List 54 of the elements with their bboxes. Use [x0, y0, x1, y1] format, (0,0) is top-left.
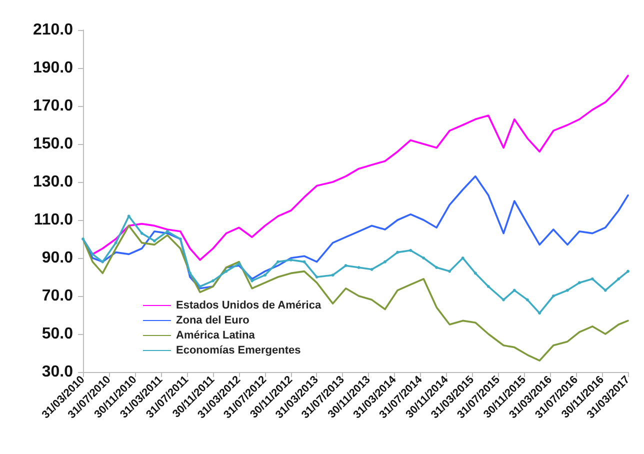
point [604, 288, 607, 292]
point [357, 266, 360, 269]
y-tick-label: 90.0 [42, 250, 74, 266]
y-tick-label: 50.0 [42, 326, 74, 342]
point [526, 298, 529, 302]
point [626, 270, 630, 273]
point [178, 238, 182, 240]
legend-label: Zona del Euro [176, 314, 250, 326]
point [276, 260, 280, 264]
point [422, 256, 426, 260]
point [384, 260, 387, 264]
point [396, 250, 400, 254]
point [552, 294, 555, 298]
point [290, 258, 293, 262]
point [101, 260, 104, 264]
point [331, 274, 334, 277]
legend-label: Economías Emergentes [176, 344, 301, 356]
point [590, 277, 594, 280]
point [370, 268, 374, 271]
point [250, 279, 254, 282]
point [566, 288, 569, 292]
point [264, 274, 267, 277]
point [140, 232, 144, 235]
point [578, 281, 581, 284]
y-tick-label: 110.0 [34, 212, 74, 228]
point [152, 239, 156, 242]
y-tick-label: 210.0 [32, 22, 74, 38]
point [409, 248, 412, 252]
point [512, 288, 516, 292]
point [114, 241, 118, 244]
point [617, 277, 620, 280]
line-series [82, 224, 629, 362]
line-series [82, 214, 630, 315]
point [166, 230, 169, 233]
y-tick-label: 130.0 [32, 174, 74, 190]
point [315, 276, 318, 278]
point [224, 270, 228, 273]
y-tick-label: 70.0 [42, 288, 74, 304]
y-tick-label: 150.0 [32, 136, 74, 152]
point [188, 272, 192, 275]
y-tick-label: 30.0 [42, 364, 74, 380]
point [91, 252, 94, 256]
point [238, 262, 241, 266]
point [302, 260, 306, 264]
point [502, 298, 506, 302]
point [474, 272, 477, 275]
point [486, 285, 490, 288]
point [212, 279, 215, 282]
legend-label: Estados Unidos de América [176, 300, 322, 312]
point [448, 270, 452, 273]
y-tick-label: 170.0 [32, 98, 74, 114]
legend-label: América Latina [176, 330, 256, 342]
point [344, 264, 348, 268]
y-tick-label: 190.0 [32, 60, 74, 76]
